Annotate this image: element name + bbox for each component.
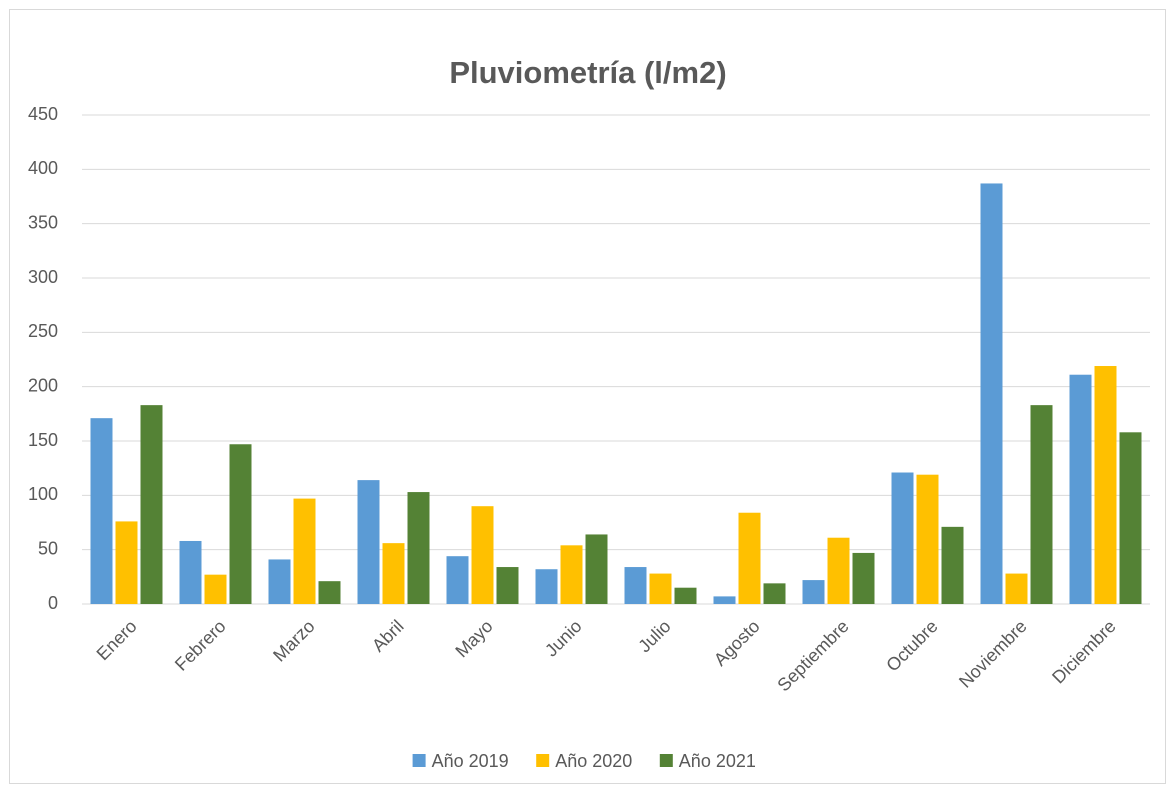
legend-swatch [536,754,550,767]
bar [1119,432,1142,604]
chart-title: Pluviometría (l/m2) [449,55,726,90]
bar [407,492,430,604]
legend-swatch [412,754,426,767]
y-tick-label: 400 [28,158,58,178]
bar [891,472,914,604]
bar [140,405,163,604]
y-tick-label: 250 [28,321,58,341]
bar [980,183,1003,604]
bar [852,552,875,604]
legend-label: Año 2019 [432,751,509,771]
bar [471,506,494,604]
bar [382,543,405,604]
bar [229,444,252,604]
bar [1030,405,1053,604]
y-tick-label: 50 [38,538,58,558]
bar [1005,573,1028,604]
legend-label: Año 2020 [555,751,632,771]
bar [713,596,736,604]
bar [585,534,608,604]
bar [446,556,469,604]
bar [560,545,583,604]
bar [941,526,964,604]
y-tick-label: 450 [28,104,58,124]
y-tick-label: 350 [28,212,58,232]
bar [115,521,138,604]
bar [827,537,850,604]
bar [357,480,380,604]
bar [90,418,113,604]
legend-swatch [659,754,673,767]
bar [496,567,519,604]
bar [802,580,825,604]
bar [535,569,558,604]
bar [916,474,939,604]
chart-border [9,9,1166,784]
y-tick-label: 100 [28,484,58,504]
y-tick-label: 200 [28,375,58,395]
y-tick-label: 300 [28,267,58,287]
bar [179,540,202,604]
bar [649,573,672,604]
bar [763,583,786,604]
bar [1094,366,1117,604]
bar [318,581,341,604]
bar [674,587,697,604]
y-tick-label: 0 [48,593,58,613]
y-tick-label: 150 [28,430,58,450]
bar [204,574,227,604]
bar [268,559,291,604]
bar [293,498,316,604]
legend-label: Año 2021 [679,751,756,771]
bar [738,512,761,604]
bar [624,567,647,604]
bar [1069,374,1092,604]
